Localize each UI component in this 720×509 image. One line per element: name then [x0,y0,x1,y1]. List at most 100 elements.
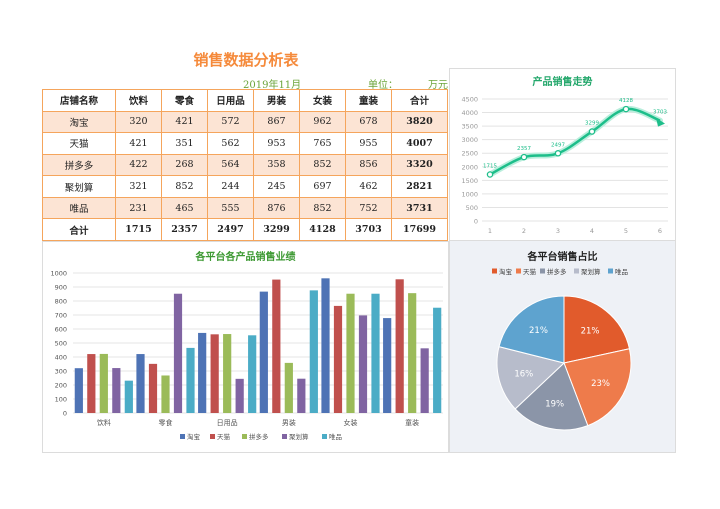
legend-swatch [492,268,497,274]
bar [112,368,121,413]
bar [235,378,244,413]
bar [420,348,429,413]
table-row: 聚划算 321 852 244 245 697 462 2821 [42,175,448,198]
bar [321,278,330,413]
bar [198,332,207,413]
cell-value: 351 [161,132,208,155]
cell-total: 4128 [299,218,346,241]
y-tick-label: 2500 [461,150,478,158]
legend-swatch [574,268,579,274]
x-tick-label: 男装 [282,418,296,427]
x-tick-label: 3 [556,227,560,235]
y-tick-label: 4500 [461,96,478,104]
legend-label: 淘宝 [187,432,201,441]
legend-label: 唯品 [615,267,628,276]
y-tick-label: 0 [474,218,478,226]
pie-slice [514,362,589,431]
cell-value: 852 [299,153,346,177]
bar-chart-panel: 各平台各产品销售业绩 0 100 200 300 400 500 600 700 800 900 1… [42,241,449,453]
x-tick-label: 2 [522,227,526,235]
bar [161,375,170,413]
line-end-arrow [656,117,665,127]
x-tick-label: 日用品 [217,419,238,427]
line-chart-panel: 产品销售走势 0 500 1000 1500 2000 2500 3000 3500 4000 4… [449,68,676,242]
y-tick-label: 600 [55,326,67,334]
cell-value: 268 [161,153,208,177]
data-point [486,171,494,178]
cell-value: 244 [207,175,254,198]
y-tick-label: 500 [466,204,478,212]
table-row: 唯品 231 465 555 876 852 752 3731 [42,196,448,220]
x-tick-label: 零食 [159,418,173,427]
y-tick-label: 1000 [461,190,478,198]
sales-table: 店铺名称 饮料 零食 日用品 男装 女装 童装 合计 淘宝 320 421 57… [42,89,448,241]
legend-label: 聚划算 [581,267,601,276]
bar [124,380,133,413]
legend-swatch [608,268,613,274]
cell-value: 876 [253,196,300,220]
header-total: 合计 [391,89,448,112]
cell-value: 245 [253,175,300,198]
y-tick-label: 4000 [461,109,478,117]
pie-percent-label: 23% [591,379,610,389]
cell-value: 852 [299,196,346,220]
pie-slice [496,346,566,410]
bar [433,307,442,413]
cell-shop: 拼多多 [42,153,116,177]
legend-swatch [180,434,185,439]
y-tick-label: 1500 [461,177,478,185]
cell-value: 962 [299,110,346,134]
bar [173,293,183,413]
bar [309,290,318,413]
pie-percent-label: 16% [514,369,533,379]
y-tick-label: 500 [55,340,67,348]
legend-swatch [540,268,545,274]
cell-value: 422 [115,153,162,177]
cell-total-label: 合计 [42,218,116,241]
legend-swatch [210,434,215,439]
header-menswear: 男装 [253,89,300,112]
x-tick-label: 5 [624,227,628,235]
cell-value: 231 [115,196,162,220]
cell-total: 3320 [391,153,448,177]
pie-slice [563,295,631,364]
bar-chart-title: 各平台各产品销售业绩 [195,252,296,263]
pie-slice [498,295,565,364]
cell-value: 421 [161,110,208,134]
line-chart-title: 产品销售走势 [532,77,593,88]
cell-value: 421 [115,132,162,155]
bar [371,293,380,413]
cell-total: 3731 [391,196,448,220]
legend-label: 聚划算 [289,432,309,441]
x-tick-label: 4 [590,227,594,235]
data-label: 2497 [551,142,565,148]
data-point [588,128,596,135]
cell-total: 2497 [207,218,254,241]
cell-value: 953 [253,132,300,155]
header-snacks: 零食 [161,89,208,112]
legend-swatch [282,434,287,439]
cell-value: 867 [253,110,300,134]
cell-shop: 淘宝 [42,110,116,134]
table-row: 天猫 421 351 562 953 765 955 4007 [42,132,448,155]
bar [395,279,404,413]
table-header-row: 店铺名称 饮料 零食 日用品 男装 女装 童装 合计 [42,89,448,112]
legend-swatch [242,434,247,439]
header-drinks: 饮料 [115,89,162,112]
bar [148,363,158,413]
x-tick-label: 女装 [344,418,358,427]
bar [259,291,268,413]
unit-value: 万元 [428,80,448,91]
header-daily: 日用品 [207,89,254,112]
y-tick-label: 0 [63,410,67,418]
data-point [554,150,562,157]
cell-shop: 聚划算 [42,175,116,198]
bar [272,279,281,413]
bar [74,368,83,413]
cell-value: 856 [345,153,392,177]
pie-percent-label: 21% [529,326,548,336]
bar [186,347,195,413]
bar [87,354,96,413]
cell-value: 765 [299,132,346,155]
y-tick-label: 2000 [461,163,478,171]
